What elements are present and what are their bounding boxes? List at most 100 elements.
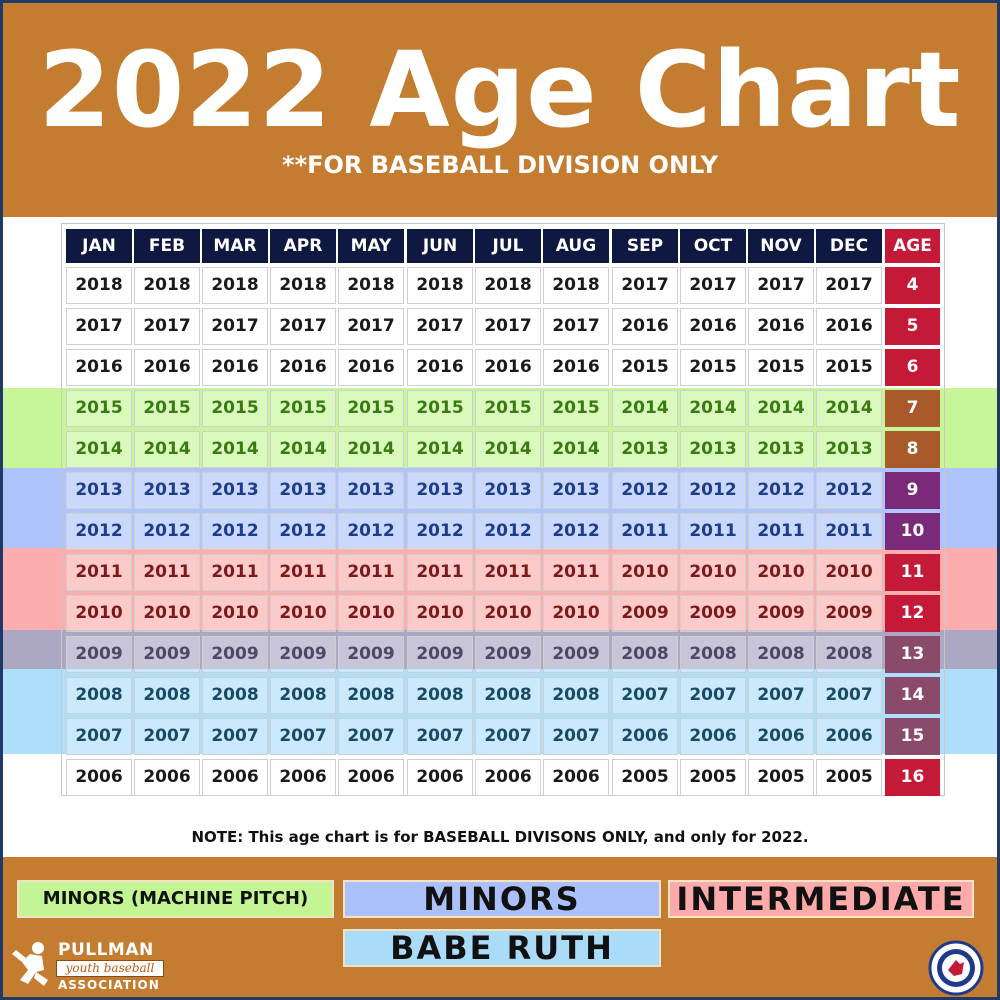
table-cell: 2009 xyxy=(748,595,814,632)
logo-text-bottom: ASSOCIATION xyxy=(58,978,160,992)
logo-text-middle: youth baseball xyxy=(56,960,164,977)
page-title: 2022 Age Chart xyxy=(38,29,962,151)
band-babe-ruth xyxy=(0,669,1000,754)
table-cell: 2011 xyxy=(816,513,882,550)
table-cell: 2006 xyxy=(338,759,404,796)
table-cell: 2011 xyxy=(202,554,268,591)
table-cell: 2013 xyxy=(338,472,404,509)
table-cell: 2009 xyxy=(475,636,541,673)
table-cell: 2009 xyxy=(202,636,268,673)
table-cell: 2013 xyxy=(816,431,882,468)
table-cell: 2010 xyxy=(612,554,678,591)
table-cell: 2007 xyxy=(748,677,814,714)
table-cell: 2014 xyxy=(816,390,882,427)
table-cell: 2013 xyxy=(748,431,814,468)
table-cell: 2008 xyxy=(612,636,678,673)
table-cell: 2014 xyxy=(475,431,541,468)
table-cell: 2011 xyxy=(475,554,541,591)
table-cell: 2009 xyxy=(338,636,404,673)
table-cell: 2006 xyxy=(270,759,336,796)
table-cell: 2007 xyxy=(134,718,200,755)
table-cell: 2016 xyxy=(680,308,746,345)
age-cell: 7 xyxy=(885,390,940,427)
table-cell: 2008 xyxy=(134,677,200,714)
table-cell: 2014 xyxy=(66,431,132,468)
table-cell: 2012 xyxy=(338,513,404,550)
table-cell: 2016 xyxy=(270,349,336,386)
table-cell: 2013 xyxy=(680,431,746,468)
table-cell: 2013 xyxy=(270,472,336,509)
table-cell: 2016 xyxy=(748,308,814,345)
table-cell: 2016 xyxy=(612,308,678,345)
table-cell: 2008 xyxy=(66,677,132,714)
column-header-jun: JUN xyxy=(407,229,473,263)
table-cell: 2015 xyxy=(66,390,132,427)
table-cell: 2013 xyxy=(202,472,268,509)
table-cell: 2007 xyxy=(543,718,609,755)
age-cell: 9 xyxy=(885,472,940,509)
table-cell: 2008 xyxy=(475,677,541,714)
table-cell: 2016 xyxy=(134,349,200,386)
table-cell: 2015 xyxy=(748,349,814,386)
table-cell: 2018 xyxy=(543,267,609,304)
column-header-oct: OCT xyxy=(680,229,746,263)
table-cell: 2012 xyxy=(680,472,746,509)
table-cell: 2011 xyxy=(612,513,678,550)
table-cell: 2008 xyxy=(680,636,746,673)
table-cell: 2012 xyxy=(134,513,200,550)
table-cell: 2014 xyxy=(338,431,404,468)
table-cell: 2008 xyxy=(338,677,404,714)
pullman-logo: PULLMAN youth baseball ASSOCIATION xyxy=(8,938,168,996)
table-cell: 2006 xyxy=(748,718,814,755)
table-cell: 2011 xyxy=(134,554,200,591)
table-cell: 2015 xyxy=(134,390,200,427)
table-cell: 2017 xyxy=(543,308,609,345)
table-cell: 2017 xyxy=(816,267,882,304)
table-cell: 2013 xyxy=(66,472,132,509)
column-header-jul: JUL xyxy=(475,229,541,263)
table-cell: 2008 xyxy=(543,677,609,714)
table-cell: 2011 xyxy=(748,513,814,550)
table-cell: 2010 xyxy=(748,554,814,591)
table-cell: 2017 xyxy=(134,308,200,345)
table-cell: 2017 xyxy=(748,267,814,304)
column-header-nov: NOV xyxy=(748,229,814,263)
table-cell: 2008 xyxy=(816,636,882,673)
table-cell: 2018 xyxy=(475,267,541,304)
table-cell: 2011 xyxy=(543,554,609,591)
logo-text-top: PULLMAN xyxy=(58,940,154,960)
table-cell: 2018 xyxy=(66,267,132,304)
header: 2022 Age Chart **FOR BASEBALL DIVISION O… xyxy=(0,0,1000,217)
table-cell: 2006 xyxy=(475,759,541,796)
table-cell: 2018 xyxy=(407,267,473,304)
table-cell: 2014 xyxy=(134,431,200,468)
table-cell: 2017 xyxy=(680,267,746,304)
table-cell: 2010 xyxy=(680,554,746,591)
table-cell: 2013 xyxy=(475,472,541,509)
table-cell: 2015 xyxy=(612,349,678,386)
table-cell: 2015 xyxy=(816,349,882,386)
age-cell: 5 xyxy=(885,308,940,345)
age-cell: 4 xyxy=(885,267,940,304)
age-cell: 13 xyxy=(885,636,940,673)
table-cell: 2012 xyxy=(612,472,678,509)
table-cell: 2010 xyxy=(338,595,404,632)
band-intermediate xyxy=(0,548,1000,630)
legend-babe-ruth: BABE RUTH xyxy=(343,929,661,967)
table-cell: 2006 xyxy=(612,718,678,755)
table-cell: 2015 xyxy=(475,390,541,427)
table-cell: 2014 xyxy=(543,431,609,468)
table-cell: 2018 xyxy=(202,267,268,304)
table-cell: 2018 xyxy=(270,267,336,304)
age-cell: 12 xyxy=(885,595,940,632)
table-cell: 2011 xyxy=(270,554,336,591)
table-cell: 2017 xyxy=(66,308,132,345)
table-cell: 2016 xyxy=(202,349,268,386)
table-cell: 2016 xyxy=(66,349,132,386)
table-cell: 2005 xyxy=(816,759,882,796)
table-cell: 2009 xyxy=(270,636,336,673)
table-cell: 2013 xyxy=(407,472,473,509)
table-cell: 2016 xyxy=(475,349,541,386)
column-header-may: MAY xyxy=(338,229,404,263)
table-cell: 2015 xyxy=(202,390,268,427)
